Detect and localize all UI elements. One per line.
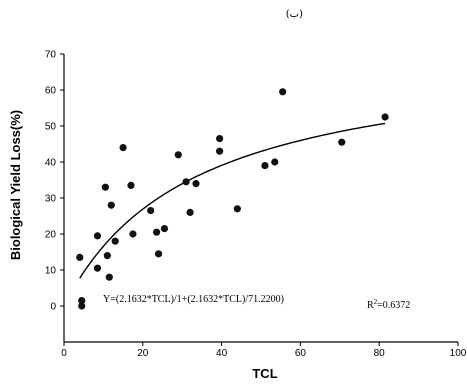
y-tick-label: 60 (45, 86, 57, 97)
data-point (174, 151, 182, 159)
data-point (182, 178, 190, 186)
r-squared-prefix: R (367, 300, 374, 311)
fit-equation: Y=(2.1632*TCL)/1+(2.1632*TCL)/71.2200) (103, 294, 284, 305)
data-point (129, 230, 137, 238)
data-points (76, 88, 389, 310)
data-point (103, 252, 111, 260)
r-squared-superscript: 2 (374, 298, 378, 306)
data-point (216, 147, 224, 155)
data-point (216, 135, 224, 143)
data-point (78, 297, 86, 305)
x-ticks: 0 20 40 60 80 100 (61, 342, 467, 359)
data-point (119, 144, 127, 152)
y-tick-label: 30 (45, 194, 57, 205)
data-point (127, 181, 135, 189)
data-point (105, 273, 113, 281)
x-tick-label: 60 (295, 348, 307, 359)
data-point (78, 302, 86, 310)
x-tick-label: 80 (374, 348, 386, 359)
x-tick-label: 20 (137, 348, 149, 359)
x-axis-title: TCL (252, 366, 277, 381)
y-tick-label: 40 (45, 158, 57, 169)
data-point (101, 183, 109, 191)
fit-curve (79, 122, 386, 279)
y-tick-label: 50 (45, 122, 57, 133)
data-point (381, 113, 389, 121)
data-point (338, 138, 346, 146)
r-squared-label: R2=0.6372 (367, 298, 410, 311)
data-point (147, 207, 155, 215)
data-point (271, 158, 279, 166)
y-tick-label: 20 (45, 230, 57, 241)
data-point (261, 162, 269, 170)
y-tick-label: 10 (45, 266, 57, 277)
data-point (154, 250, 163, 258)
y-tick-label: 70 (45, 50, 57, 61)
data-point (233, 205, 241, 213)
data-point (279, 88, 287, 96)
x-tick-label: 40 (216, 348, 228, 359)
y-ticks: 0 10 20 30 40 50 60 70 (45, 50, 64, 313)
data-point (152, 228, 161, 236)
data-point (93, 232, 102, 240)
x-tick-label: 100 (450, 348, 467, 359)
figure-corner-mark: (ب) (286, 9, 303, 20)
data-point (76, 253, 84, 261)
y-axis-title: Biological Yield Loss(%) (8, 110, 23, 260)
data-point (160, 225, 169, 233)
x-tick-label: 0 (61, 348, 67, 359)
data-point (107, 201, 115, 209)
data-point (111, 237, 119, 245)
y-tick-label: 0 (50, 302, 56, 313)
r-squared-value: =0.6372 (377, 300, 410, 311)
data-point (93, 264, 102, 272)
data-point (192, 180, 200, 188)
data-point (186, 208, 194, 216)
